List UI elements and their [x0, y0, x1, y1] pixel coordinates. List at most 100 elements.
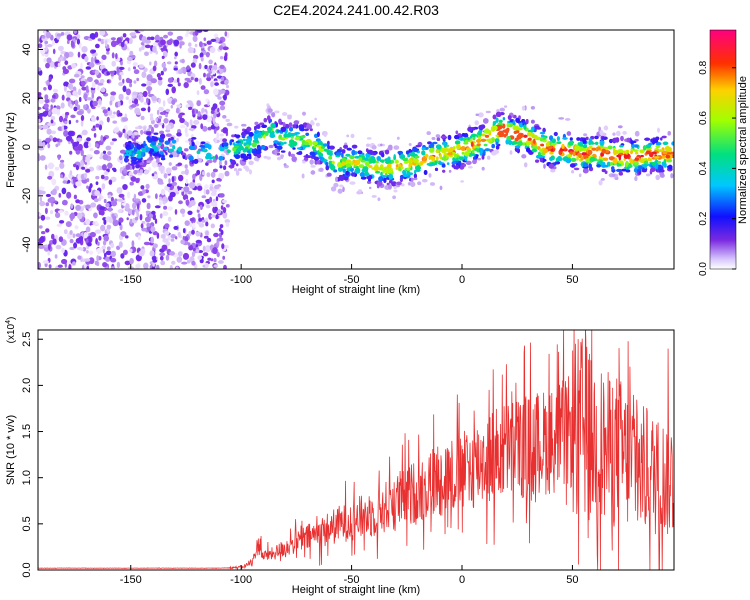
heatmap-cell: [367, 149, 373, 155]
heatmap-cell: [656, 155, 663, 160]
heatmap-cell: [222, 138, 228, 143]
y-tick-label: -40: [21, 237, 33, 253]
heatmap-cell: [589, 142, 596, 145]
heatmap-cell: [240, 141, 244, 145]
heatmap-cell: [459, 164, 465, 170]
heatmap-cell: [80, 149, 84, 157]
heatmap-cell: [143, 140, 146, 145]
heatmap-cell: [220, 205, 224, 210]
heatmap-cell: [98, 197, 102, 202]
heatmap-cell: [379, 159, 385, 163]
heatmap-cell: [89, 231, 96, 238]
heatmap-cell: [271, 112, 276, 118]
heatmap-cell: [110, 176, 117, 183]
heatmap-cell: [50, 116, 56, 121]
heatmap-cell: [551, 138, 556, 144]
heatmap-cell: [644, 163, 647, 169]
heatmap-cell: [207, 126, 212, 131]
heatmap-cell: [96, 247, 103, 254]
heatmap-cell: [241, 123, 247, 127]
heatmap-cell: [63, 229, 68, 235]
heatmap-cell: [127, 47, 130, 51]
heatmap-cell: [213, 64, 218, 71]
heatmap-cell: [100, 135, 104, 142]
heatmap-cell: [156, 73, 161, 78]
heatmap-cell: [133, 66, 136, 70]
heatmap-cell: [158, 115, 162, 119]
heatmap-cell: [293, 120, 300, 125]
heatmap-cell: [141, 220, 146, 225]
heatmap-cell: [214, 138, 218, 144]
heatmap-cell: [428, 147, 435, 153]
heatmap-cell: [94, 69, 99, 76]
heatmap-cell: [206, 237, 212, 243]
y-tick-label: 2.5: [21, 332, 33, 347]
heatmap-cell: [342, 168, 346, 173]
heatmap-cell: [60, 174, 64, 179]
heatmap-cell: [169, 251, 176, 256]
heatmap-cell: [201, 195, 207, 199]
heatmap-cell: [414, 169, 417, 175]
heatmap-cell: [46, 128, 52, 135]
heatmap-cell: [413, 177, 418, 181]
heatmap-cell: [106, 71, 111, 76]
heatmap-cell: [634, 176, 638, 182]
heatmap-cell: [68, 120, 72, 125]
heatmap-cell: [52, 48, 56, 55]
heatmap-cell: [75, 237, 82, 244]
heatmap-cell: [177, 251, 183, 257]
heatmap-cell: [364, 172, 370, 177]
heatmap-cell: [45, 228, 50, 233]
heatmap-cell: [485, 110, 491, 114]
heatmap-cell: [143, 126, 147, 132]
heatmap-cell: [221, 76, 225, 82]
heatmap-cell: [122, 78, 125, 84]
heatmap-cell: [63, 130, 69, 137]
heatmap-cell: [495, 145, 500, 150]
heatmap-cell: [133, 80, 137, 84]
heatmap-cell: [310, 165, 316, 168]
heatmap-cell: [121, 205, 124, 209]
heatmap-cell: [158, 199, 162, 207]
heatmap-cell: [191, 108, 195, 116]
heatmap-cell: [110, 257, 117, 263]
heatmap-cell: [47, 162, 55, 170]
heatmap-cell: [196, 209, 200, 213]
heatmap-cell: [470, 133, 477, 138]
heatmap-cell: [141, 83, 147, 87]
heatmap-cell: [161, 62, 166, 68]
heatmap-cell: [214, 123, 220, 127]
heatmap-cell: [132, 133, 135, 139]
heatmap-cell: [197, 185, 203, 191]
heatmap-cell: [395, 167, 399, 170]
heatmap-cell: [107, 151, 112, 156]
heatmap-cell: [169, 154, 174, 158]
heatmap-cell: [381, 175, 386, 178]
heatmap-cell: [193, 54, 199, 60]
heatmap-cell: [343, 144, 348, 149]
heatmap-cell: [149, 116, 154, 122]
heatmap-cell: [96, 116, 99, 121]
heatmap-cell: [57, 154, 61, 161]
heatmap-cell: [224, 170, 230, 177]
heatmap-cell: [188, 244, 194, 251]
heatmap-cell: [64, 60, 69, 65]
heatmap-cell: [56, 109, 61, 116]
heatmap-cell: [196, 30, 203, 33]
heatmap-cell: [571, 170, 575, 174]
heatmap-cell: [263, 118, 267, 123]
heatmap-cell: [177, 147, 181, 151]
heatmap-cell: [76, 38, 80, 45]
heatmap-cell: [160, 233, 166, 239]
heatmap-cell: [273, 140, 279, 144]
heatmap-cell: [54, 166, 60, 171]
heatmap-cell: [197, 111, 201, 117]
heatmap-cell: [118, 66, 125, 70]
heatmap-cell: [525, 119, 529, 124]
heatmap-cell: [351, 144, 358, 149]
heatmap-cell: [556, 161, 560, 165]
heatmap-cell: [174, 51, 178, 57]
heatmap-cell: [475, 113, 480, 117]
heatmap-cell: [153, 123, 159, 128]
heatmap-cell: [625, 161, 629, 166]
